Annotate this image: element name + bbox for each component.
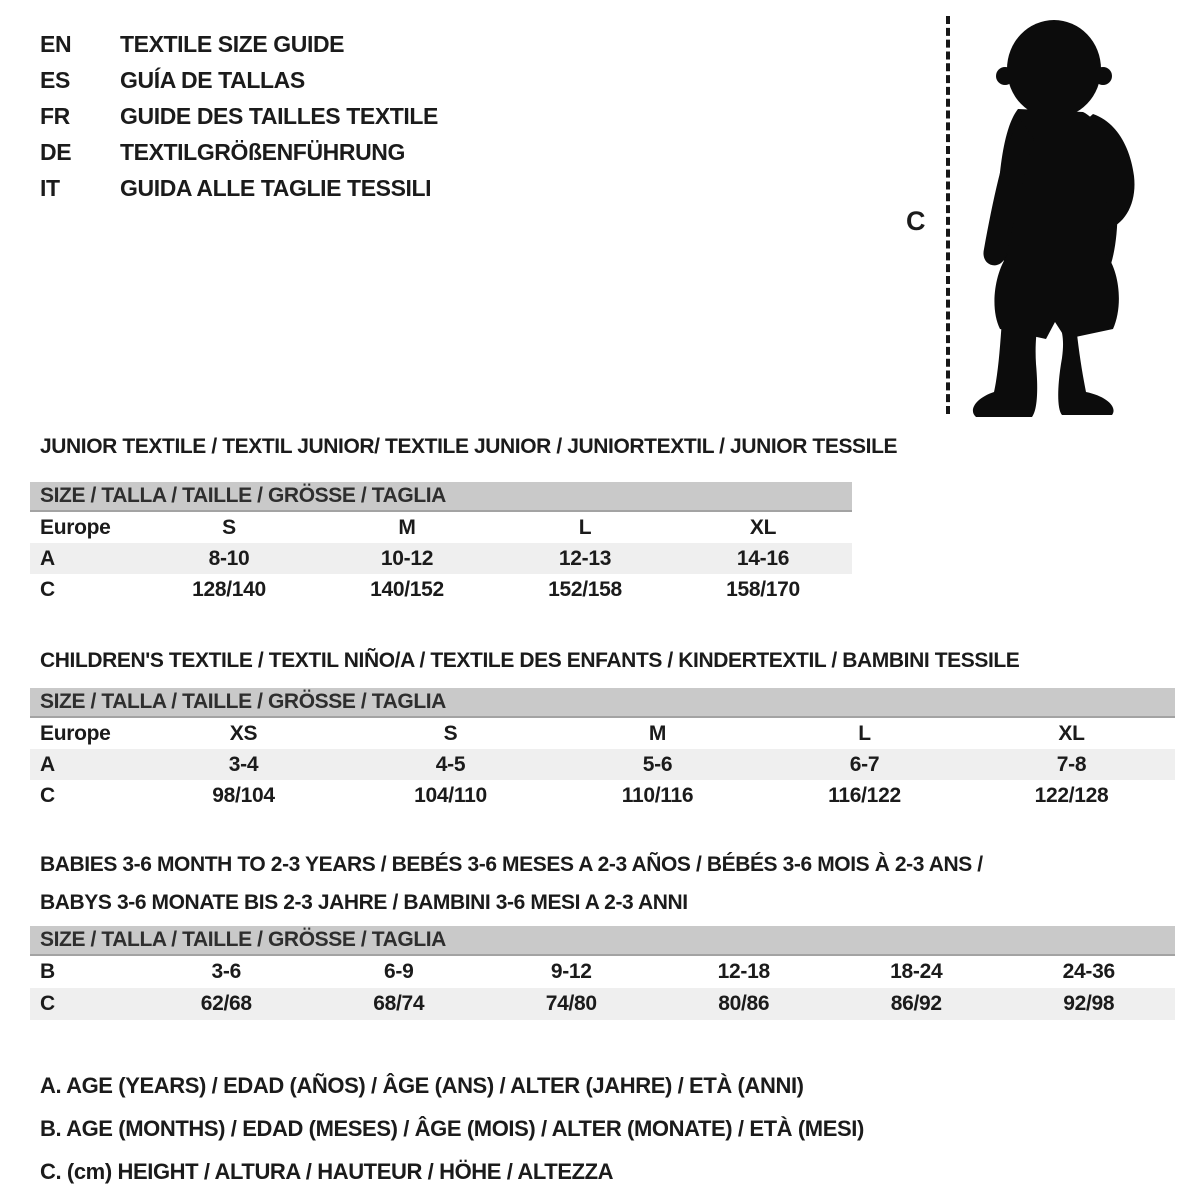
table-cell: S bbox=[222, 515, 236, 539]
size-table-header: SIZE / TALLA / TAILLE / GRÖSSE / TAGLIA bbox=[30, 926, 1175, 956]
table-cell: 98/104 bbox=[212, 783, 275, 807]
language-row: FR GUIDE DES TAILLES TEXTILE bbox=[40, 98, 438, 134]
table-row: C 128/140 140/152 152/158 158/170 bbox=[30, 574, 852, 605]
guide-title: TEXTILE SIZE GUIDE bbox=[120, 30, 345, 57]
row-label: A bbox=[40, 546, 55, 570]
table-cell: L bbox=[858, 721, 871, 745]
table-cell: 104/110 bbox=[414, 783, 487, 807]
language-code: FR bbox=[40, 102, 70, 129]
height-measure-label: C bbox=[906, 206, 926, 236]
language-row: DE TEXTILGRÖßENFÜHRUNG bbox=[40, 134, 438, 170]
table-cell: 62/68 bbox=[200, 992, 252, 1015]
legend-line-a: A. AGE (YEARS) / EDAD (AÑOS) / ÂGE (ANS)… bbox=[40, 1073, 804, 1098]
table-row: B 3-6 6-9 9-12 12-18 18-24 24-36 bbox=[30, 956, 1175, 988]
row-label: C bbox=[40, 992, 55, 1015]
language-code: ES bbox=[40, 66, 70, 93]
table-cell: 128/140 bbox=[192, 577, 266, 601]
table-cell: M bbox=[648, 721, 667, 745]
table-cell: 110/116 bbox=[621, 783, 694, 807]
table-cell: 6-9 bbox=[384, 960, 414, 983]
language-title-list: EN TEXTILE SIZE GUIDE ES GUÍA DE TALLAS … bbox=[40, 26, 438, 206]
table-cell: XL bbox=[1058, 721, 1085, 745]
row-label: C bbox=[40, 783, 55, 807]
table-cell: L bbox=[578, 515, 592, 539]
table-cell: 122/128 bbox=[1034, 783, 1109, 807]
row-label: Europe bbox=[40, 721, 111, 745]
table-cell: 68/74 bbox=[373, 992, 425, 1015]
guide-title: GUÍA DE TALLAS bbox=[120, 66, 305, 93]
language-row: IT GUIDA ALLE TAGLIE TESSILI bbox=[40, 170, 438, 206]
table-cell: 24-36 bbox=[1062, 960, 1116, 983]
section-title-babies: BABIES 3-6 MONTH TO 2-3 YEARS / BEBÉS 3-… bbox=[40, 853, 983, 914]
table-cell: 6-7 bbox=[849, 752, 880, 776]
table-cell: 158/170 bbox=[726, 577, 800, 601]
table-cell: 140/152 bbox=[370, 577, 444, 601]
table-row: Europe S M L XL bbox=[30, 512, 852, 543]
table-cell: M bbox=[398, 515, 416, 539]
table-row: C 98/104 104/110 110/116 116/122 122/128 bbox=[30, 780, 1175, 811]
table-cell: XS bbox=[229, 721, 258, 745]
legend-line-c: C. (cm) HEIGHT / ALTURA / HAUTEUR / HÖHE… bbox=[40, 1159, 614, 1184]
language-row: EN TEXTILE SIZE GUIDE bbox=[40, 26, 438, 62]
height-measure-line bbox=[946, 16, 950, 414]
measurement-legend: A. AGE (YEARS) / EDAD (AÑOS) / ÂGE (ANS)… bbox=[40, 1064, 864, 1193]
table-cell: 3-6 bbox=[211, 960, 242, 983]
language-code: EN bbox=[40, 30, 72, 57]
table-cell: 3-4 bbox=[228, 752, 259, 776]
size-table-babies: SIZE / TALLA / TAILLE / GRÖSSE / TAGLIA … bbox=[30, 926, 1175, 1020]
table-cell: 10-12 bbox=[380, 546, 434, 570]
language-row: ES GUÍA DE TALLAS bbox=[40, 62, 438, 98]
row-label: Europe bbox=[40, 515, 111, 539]
row-label: A bbox=[40, 752, 55, 776]
table-cell: 86/92 bbox=[890, 992, 942, 1015]
table-cell: 18-24 bbox=[890, 960, 943, 983]
table-cell: 8-10 bbox=[208, 546, 250, 570]
table-cell: 14-16 bbox=[736, 546, 790, 570]
section-title-children: CHILDREN'S TEXTILE / TEXTIL NIÑO/A / TEX… bbox=[40, 649, 1020, 672]
baby-silhouette-image bbox=[972, 20, 1135, 417]
table-cell: 74/80 bbox=[545, 992, 597, 1015]
size-table-header: SIZE / TALLA / TAILLE / GRÖSSE / TAGLIA bbox=[30, 688, 1175, 718]
size-table-children: SIZE / TALLA / TAILLE / GRÖSSE / TAGLIA … bbox=[30, 688, 1175, 811]
table-row: C 62/68 68/74 74/80 80/86 86/92 92/98 bbox=[30, 988, 1175, 1020]
row-label: B bbox=[40, 960, 55, 983]
table-row: A 8-10 10-12 12-13 14-16 bbox=[30, 543, 852, 574]
language-code: IT bbox=[40, 174, 60, 201]
table-cell: S bbox=[443, 721, 458, 745]
guide-title: TEXTILGRÖßENFÜHRUNG bbox=[120, 138, 405, 165]
table-cell: 92/98 bbox=[1063, 992, 1115, 1015]
table-row: A 3-4 4-5 5-6 6-7 7-8 bbox=[30, 749, 1175, 780]
table-cell: 152/158 bbox=[548, 577, 622, 601]
table-row: Europe XS S M L XL bbox=[30, 718, 1175, 749]
table-cell: 5-6 bbox=[642, 752, 673, 776]
table-cell: 9-12 bbox=[550, 960, 592, 983]
size-table-header: SIZE / TALLA / TAILLE / GRÖSSE / TAGLIA bbox=[30, 482, 852, 512]
size-table-junior: SIZE / TALLA / TAILLE / GRÖSSE / TAGLIA … bbox=[30, 482, 852, 605]
table-cell: 7-8 bbox=[1056, 752, 1087, 776]
table-cell: 12-13 bbox=[558, 546, 612, 570]
table-cell: 12-18 bbox=[717, 960, 771, 983]
language-code: DE bbox=[40, 138, 72, 165]
section-title-junior: JUNIOR TEXTILE / TEXTIL JUNIOR/ TEXTILE … bbox=[40, 435, 898, 458]
guide-title: GUIDE DES TAILLES TEXTILE bbox=[120, 102, 438, 129]
table-cell: 4-5 bbox=[435, 752, 466, 776]
table-cell: 80/86 bbox=[718, 992, 770, 1015]
guide-title: GUIDA ALLE TAGLIE TESSILI bbox=[120, 174, 432, 201]
table-cell: XL bbox=[749, 515, 777, 539]
row-label: C bbox=[40, 577, 55, 601]
table-cell: 116/122 bbox=[828, 783, 901, 807]
legend-line-b: B. AGE (MONTHS) / EDAD (MESES) / ÂGE (MO… bbox=[40, 1116, 864, 1141]
